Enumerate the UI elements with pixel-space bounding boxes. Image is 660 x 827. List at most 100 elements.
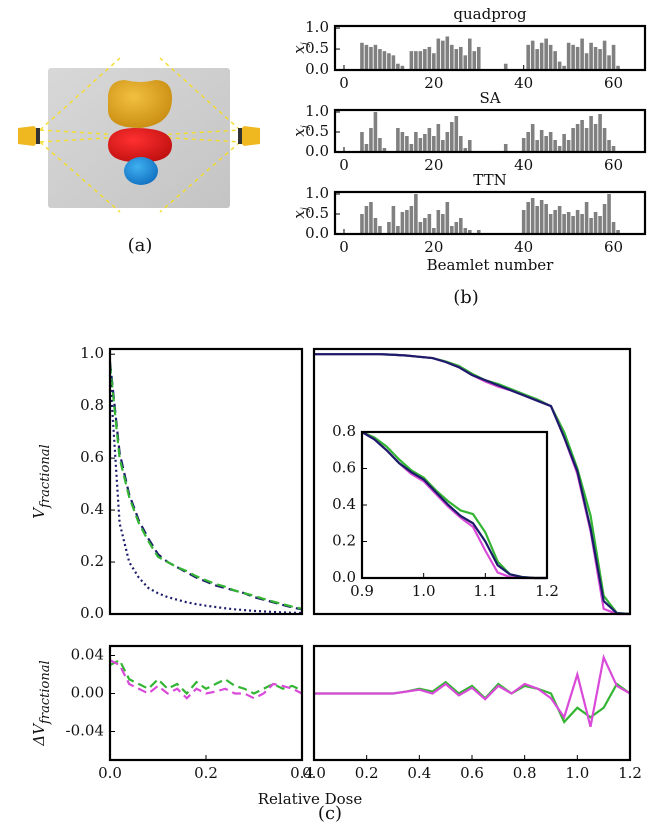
bar <box>396 63 400 70</box>
bar <box>503 144 508 152</box>
bar <box>423 49 427 70</box>
bar <box>409 51 414 70</box>
line-series <box>108 374 303 615</box>
axes-frame <box>333 108 647 154</box>
bar <box>418 138 423 152</box>
bar <box>459 46 463 70</box>
y-tick-label: 0.0 <box>305 224 329 242</box>
bar <box>436 124 441 152</box>
bar <box>373 218 378 234</box>
bar <box>423 218 427 234</box>
bar <box>441 214 445 234</box>
bar <box>369 46 373 70</box>
bar <box>364 144 369 152</box>
y-tick-label: 0.5 <box>305 39 329 57</box>
bar <box>616 230 620 234</box>
x-tick-label: 1.0 <box>412 582 436 600</box>
bar <box>467 140 472 152</box>
y-axis-label-main: x <box>290 210 308 219</box>
line-series <box>314 353 631 616</box>
bar <box>418 222 423 234</box>
bar <box>396 226 400 234</box>
y-axis-label: xj <box>290 42 311 54</box>
x-tick-label: 60 <box>604 74 623 92</box>
bar <box>589 42 593 70</box>
y-tick-label: 0.00 <box>71 684 104 702</box>
y-axis-label-subscript: fractional <box>38 444 53 509</box>
bar <box>607 140 611 152</box>
bar <box>562 65 566 70</box>
beam-lines <box>39 57 241 213</box>
bar <box>445 132 450 152</box>
y-tick-label: 1.0 <box>80 344 104 362</box>
y-tick-label: 0.04 <box>71 646 104 664</box>
bar <box>454 222 459 234</box>
bar <box>602 40 607 70</box>
bar <box>521 138 526 152</box>
axes-frame <box>108 347 304 616</box>
x-tick-label: 0.4 <box>290 764 314 782</box>
y-tick-label: 1.0 <box>305 102 329 120</box>
bar <box>566 140 571 152</box>
line-series <box>109 659 303 700</box>
bar <box>553 140 557 152</box>
bar <box>467 38 472 70</box>
bar <box>387 222 391 234</box>
panel-label: (b) <box>453 287 479 308</box>
y-tick-label: 1.0 <box>305 18 329 36</box>
bar <box>575 124 580 152</box>
y-tick-label: 0.8 <box>80 396 104 414</box>
bar <box>472 51 477 70</box>
x-axis-label: Relative Dose <box>258 790 363 808</box>
line-series <box>314 653 631 728</box>
bar <box>414 194 418 234</box>
bar <box>405 136 409 152</box>
bar <box>445 36 450 70</box>
bar <box>423 134 427 152</box>
x-tick-label: 60 <box>604 156 623 174</box>
bar <box>427 214 432 234</box>
bar <box>427 46 432 70</box>
bar <box>405 210 409 234</box>
y-axis-label-subscript: j <box>300 42 311 47</box>
bar <box>503 63 508 70</box>
line-series <box>108 364 303 610</box>
bar <box>530 198 535 234</box>
line-series <box>361 431 547 580</box>
x-tick-label: 20 <box>424 238 443 256</box>
organ-yellow <box>108 80 172 128</box>
bar <box>539 42 544 70</box>
x-tick-label: 0.8 <box>513 764 537 782</box>
bar <box>400 212 405 234</box>
bar <box>427 128 432 152</box>
x-tick-label: 60 <box>604 238 623 256</box>
bar <box>548 132 553 152</box>
bar <box>373 112 378 152</box>
bar <box>580 38 584 70</box>
bar <box>454 49 459 70</box>
bar <box>557 206 562 234</box>
axes-frame <box>360 430 549 580</box>
beam-source <box>18 126 38 146</box>
y-tick-label: 0.2 <box>80 552 104 570</box>
bar <box>364 206 369 234</box>
bar <box>589 116 593 152</box>
bar <box>571 128 575 152</box>
bar <box>391 55 396 70</box>
bar <box>602 204 607 234</box>
y-axis-label-subscript: j <box>300 207 311 212</box>
bar <box>526 132 530 152</box>
beam-source <box>240 126 260 146</box>
bar <box>391 206 396 234</box>
bar <box>535 49 539 70</box>
bar <box>459 136 463 152</box>
bar <box>584 128 589 152</box>
x-tick-label: 0.4 <box>407 764 431 782</box>
bar <box>580 214 584 234</box>
bar <box>369 202 373 234</box>
y-axis-label-subscript: j <box>300 125 311 130</box>
x-tick-label: 20 <box>424 74 443 92</box>
y-axis-label-main: x <box>290 128 308 137</box>
bar <box>418 51 423 70</box>
